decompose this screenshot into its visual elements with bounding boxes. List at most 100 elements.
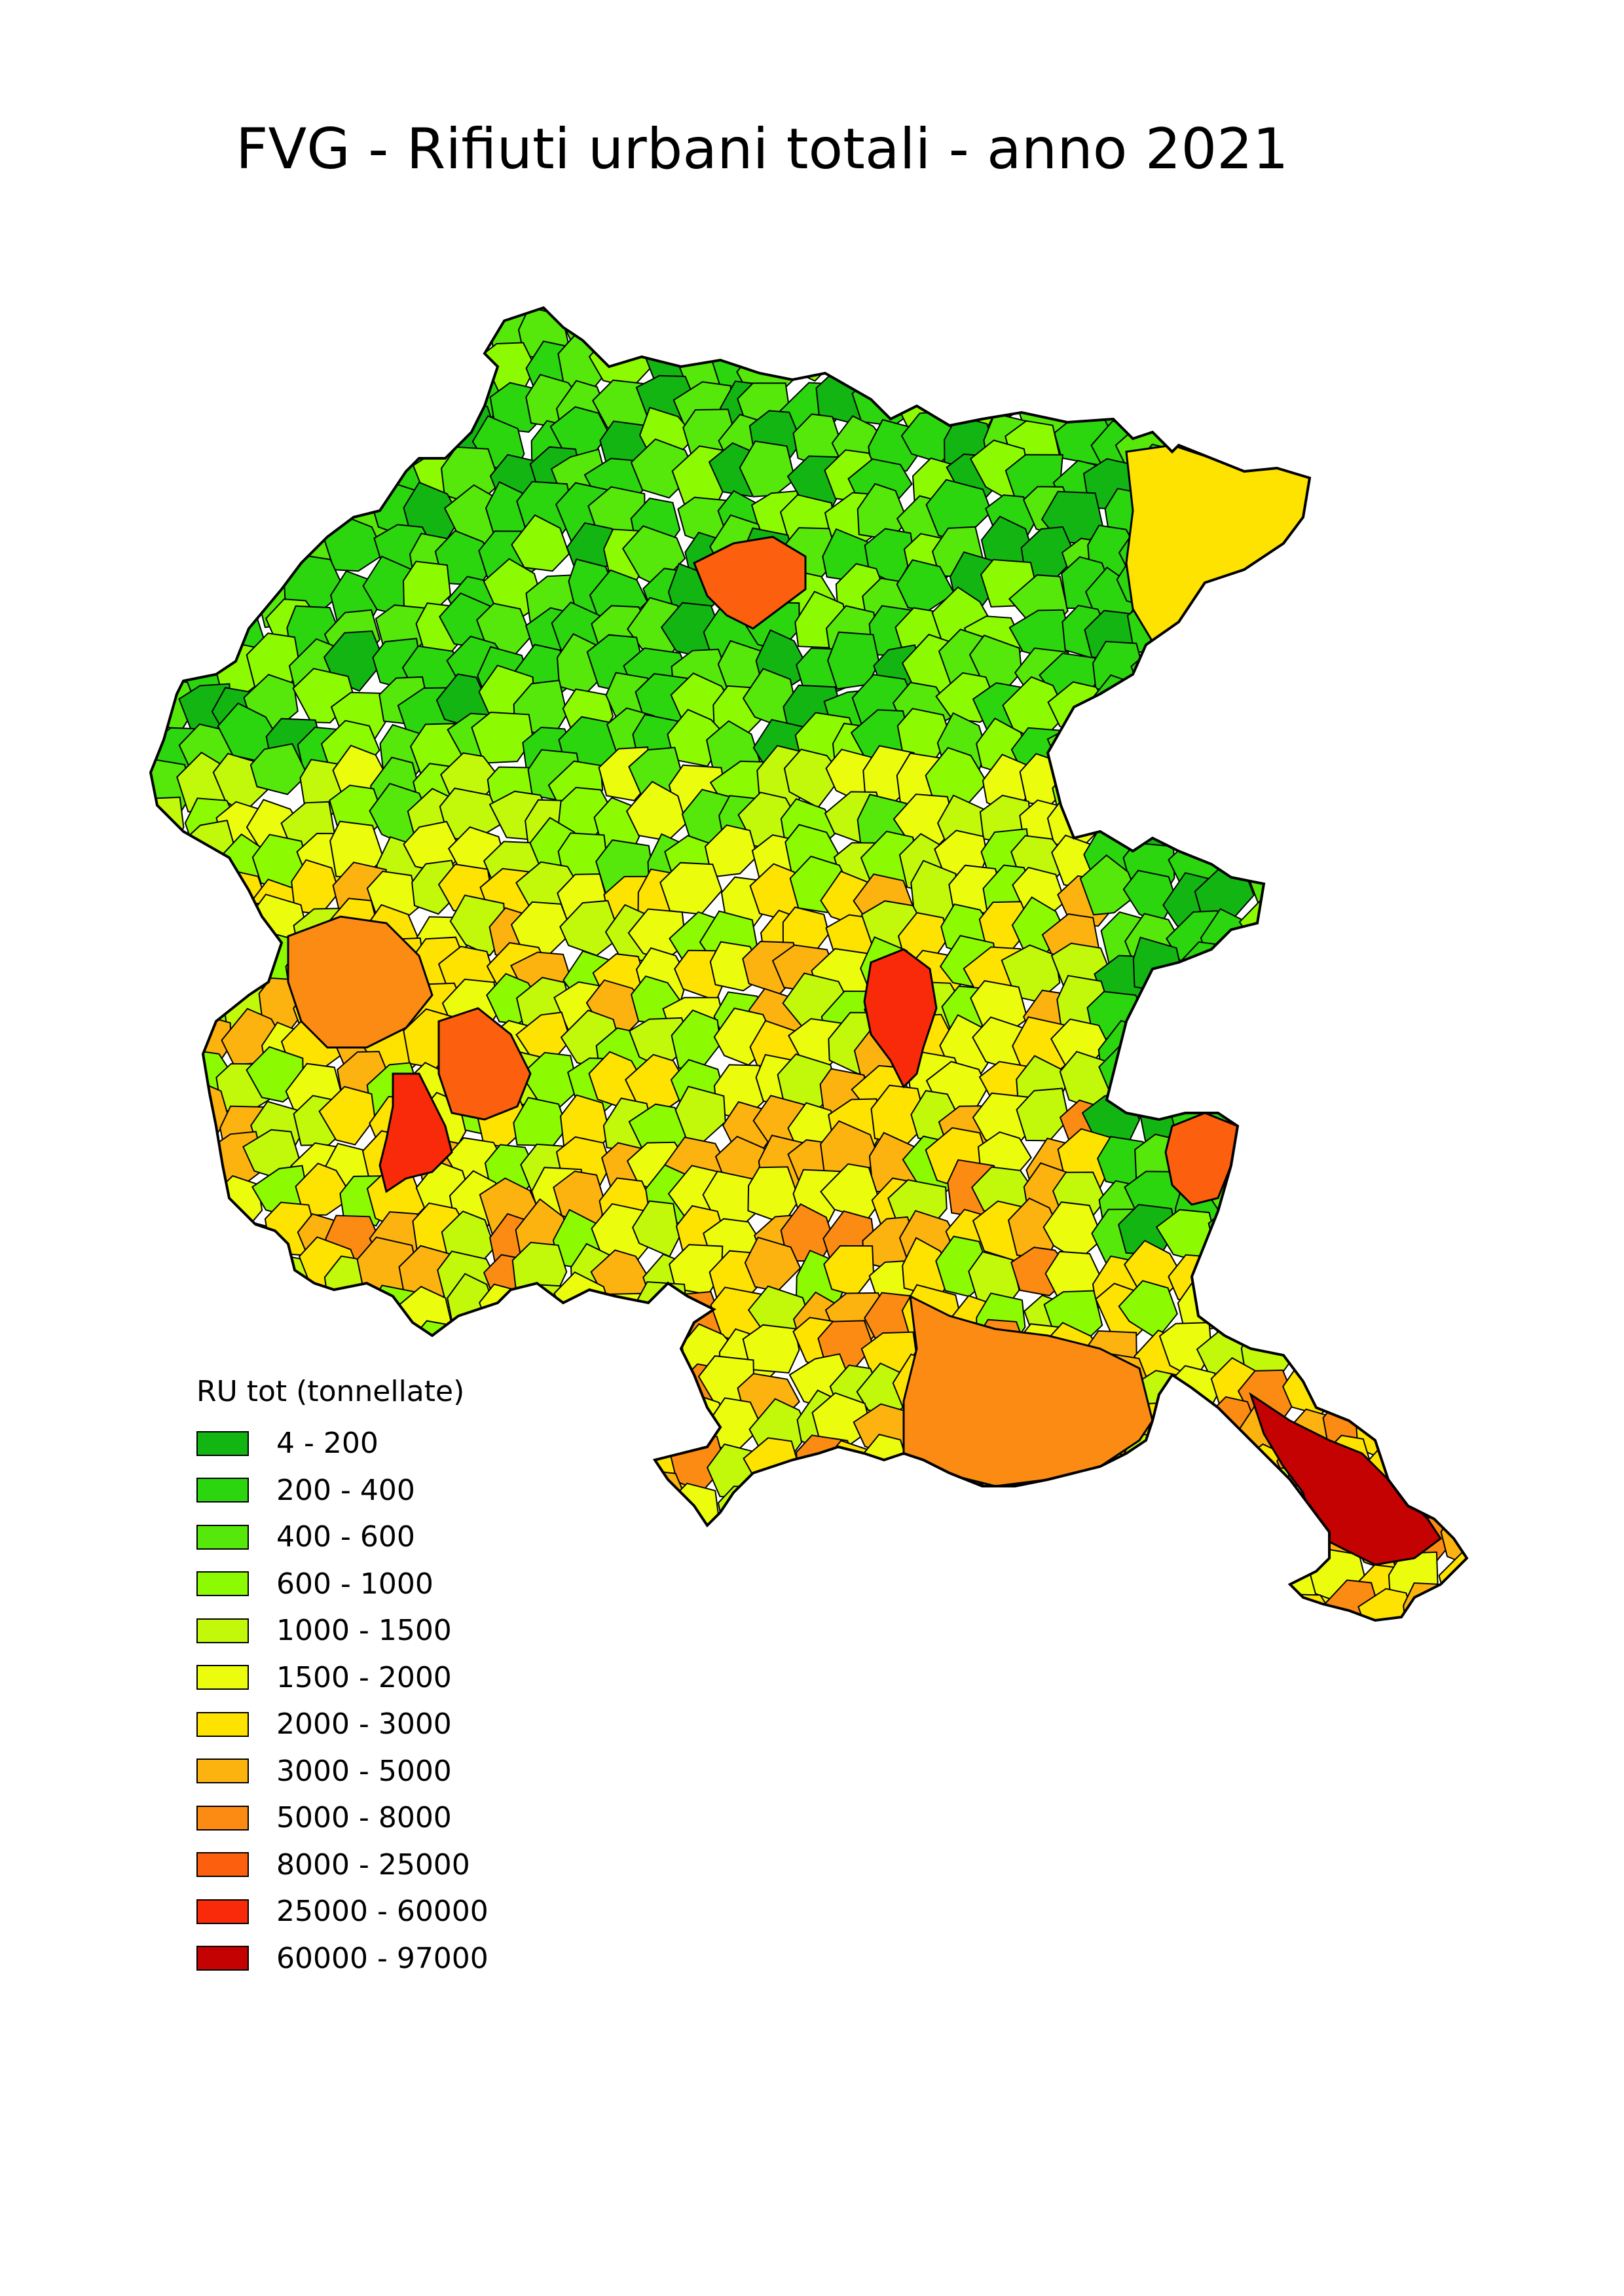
municipality-polygon <box>151 902 194 955</box>
municipality-polygon <box>1270 1015 1331 1070</box>
municipality-polygon <box>1320 637 1381 686</box>
municipality-polygon <box>1240 1510 1295 1563</box>
municipality-polygon <box>526 1407 576 1455</box>
municipality-polygon <box>1426 330 1467 385</box>
municipality-polygon <box>1098 308 1154 344</box>
legend-item: 200 - 400 <box>196 1467 489 1514</box>
municipality-polygon <box>816 1464 872 1520</box>
municipality-polygon <box>518 1360 580 1421</box>
municipality-polygon <box>175 909 237 972</box>
municipality-polygon <box>1204 790 1259 848</box>
municipality-polygon <box>1198 1251 1249 1308</box>
municipality-polygon <box>1392 685 1452 742</box>
municipality-polygon <box>1250 308 1304 354</box>
municipality-polygon <box>321 377 375 433</box>
municipality-polygon <box>1241 831 1294 888</box>
municipality-polygon <box>221 1311 283 1374</box>
municipality-polygon <box>360 348 428 398</box>
municipality-polygon <box>1381 756 1445 814</box>
municipality-polygon <box>179 1199 238 1261</box>
municipality-polygon <box>1282 949 1335 1009</box>
municipality-polygon <box>164 495 227 552</box>
municipality-polygon <box>966 1547 1029 1600</box>
municipality-polygon <box>1392 332 1443 388</box>
municipality-polygon <box>1090 1471 1156 1533</box>
municipality-polygon <box>1022 308 1078 347</box>
municipality-polygon <box>703 308 758 319</box>
municipality-polygon <box>1238 1196 1293 1255</box>
municipality-polygon <box>1282 639 1340 692</box>
legend-label: 1000 - 1500 <box>276 1614 452 1648</box>
page-title: FVG - Rifiuti urbani totali - anno 2021 <box>236 117 1289 182</box>
municipality-polygon <box>364 401 427 463</box>
municipality-polygon <box>239 330 297 384</box>
municipality-polygon <box>490 1467 545 1524</box>
municipality-polygon <box>1359 666 1420 726</box>
municipality-polygon <box>629 308 697 346</box>
municipality-polygon <box>1432 1451 1467 1501</box>
municipality-polygon <box>1397 454 1449 508</box>
legend-swatch <box>196 1571 249 1597</box>
legend-swatch <box>196 1758 249 1784</box>
legend-item: 1000 - 1500 <box>196 1607 489 1654</box>
municipality-polygon <box>170 1247 230 1302</box>
municipality-polygon <box>487 1370 539 1418</box>
municipality-polygon <box>868 308 925 313</box>
municipality-polygon <box>1437 1280 1467 1343</box>
municipality-polygon <box>1322 1292 1385 1349</box>
municipality-polygon <box>1355 823 1409 877</box>
municipality-polygon <box>1272 866 1330 920</box>
municipality-polygon <box>1325 1029 1376 1084</box>
legend-item: 4 - 200 <box>196 1420 489 1467</box>
municipality-polygon <box>1231 1283 1292 1347</box>
municipality-polygon <box>1385 1017 1438 1076</box>
municipality-polygon <box>1251 308 1302 314</box>
municipality-polygon <box>942 1540 999 1595</box>
municipality-polygon <box>624 1540 685 1595</box>
municipality-polygon <box>98 983 149 1038</box>
municipality-polygon <box>1205 708 1274 767</box>
municipality-polygon <box>605 308 657 355</box>
municipality-polygon <box>481 1548 540 1612</box>
municipality-polygon <box>1293 708 1349 759</box>
municipality-polygon <box>181 1321 245 1371</box>
municipality-polygon <box>863 948 938 1089</box>
municipality-polygon <box>1024 1559 1082 1614</box>
municipality-polygon <box>1248 1180 1304 1235</box>
municipality-polygon <box>779 1552 834 1602</box>
municipality-polygon <box>511 1592 570 1620</box>
municipality-polygon <box>245 491 303 548</box>
legend-swatch <box>196 1899 249 1924</box>
municipality-polygon <box>1350 991 1416 1042</box>
municipality-polygon <box>151 931 163 997</box>
municipality-polygon <box>1265 1239 1333 1296</box>
municipality-polygon <box>470 252 529 306</box>
municipality-polygon <box>1132 1027 1192 1081</box>
legend-label: 1500 - 2000 <box>276 1660 452 1694</box>
municipality-polygon <box>437 1007 532 1121</box>
municipality-polygon <box>1041 335 1101 391</box>
municipality-polygon <box>1367 1013 1420 1074</box>
municipality-polygon <box>303 308 361 326</box>
municipality-polygon <box>1093 1588 1152 1620</box>
municipality-polygon <box>1200 308 1259 367</box>
municipality-polygon <box>151 592 160 655</box>
municipality-polygon <box>626 1351 684 1411</box>
municipality-polygon <box>1251 947 1306 1004</box>
municipality-polygon <box>151 1024 173 1080</box>
municipality-polygon <box>1385 975 1441 1029</box>
municipality-polygon <box>1247 1586 1300 1620</box>
legend-swatch <box>196 1665 249 1690</box>
municipality-polygon <box>1124 666 1186 729</box>
municipality-polygon <box>151 494 205 549</box>
municipality-polygon <box>1425 1180 1467 1235</box>
map-legend: RU tot (tonnellate) 4 - 200 200 - 400 400 … <box>196 1375 489 1982</box>
municipality-polygon <box>323 335 384 394</box>
municipality-polygon <box>1130 1503 1196 1559</box>
municipality-polygon <box>151 1049 194 1100</box>
municipality-polygon <box>1424 456 1467 513</box>
municipality-polygon <box>1277 907 1334 964</box>
municipality-polygon <box>661 308 723 354</box>
municipality-polygon <box>151 1468 199 1526</box>
municipality-polygon <box>1417 560 1467 619</box>
